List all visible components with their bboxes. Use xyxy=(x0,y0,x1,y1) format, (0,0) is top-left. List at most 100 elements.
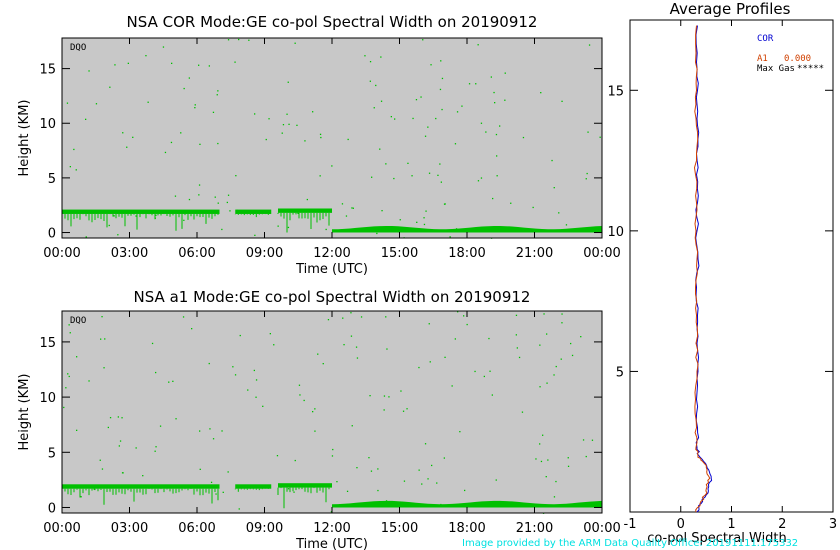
noise-dot xyxy=(451,385,453,387)
data-layer xyxy=(62,484,220,489)
data-layer xyxy=(278,483,332,488)
noise-dot xyxy=(555,365,557,368)
noise-dot xyxy=(488,337,490,340)
noise-dot xyxy=(369,395,371,397)
noise-dot xyxy=(282,124,285,126)
noise-dot xyxy=(175,418,177,420)
noise-dot xyxy=(380,56,382,58)
noise-dot xyxy=(539,386,541,388)
noise-dot xyxy=(135,215,137,217)
noise-dot xyxy=(227,471,229,473)
noise-dot xyxy=(364,55,366,57)
noise-dot xyxy=(588,44,591,46)
noise-dot xyxy=(221,430,223,432)
noise-dot xyxy=(375,84,377,87)
noise-dot xyxy=(380,100,383,102)
noise-dot xyxy=(430,64,432,66)
noise-dot xyxy=(599,136,601,138)
noise-dot xyxy=(108,224,110,227)
noise-dot xyxy=(407,162,409,164)
noise-dot xyxy=(535,458,537,460)
noise-dot xyxy=(480,122,483,124)
y-tick-label: 10 xyxy=(607,225,624,240)
noise-dot xyxy=(468,83,471,85)
x-tick-label: 00:00 xyxy=(583,521,620,536)
noise-dot xyxy=(343,344,345,346)
y-tick-label: 5 xyxy=(48,446,56,461)
noise-dot xyxy=(355,346,358,348)
noise-dot xyxy=(319,133,322,135)
noise-dot xyxy=(336,481,338,483)
noise-dot xyxy=(114,64,116,66)
noise-dot xyxy=(155,371,157,374)
noise-dot xyxy=(265,138,267,141)
noise-dot xyxy=(435,117,437,120)
noise-dot xyxy=(194,104,196,106)
profile-x-label: co-pol Spectral Width xyxy=(647,531,787,546)
noise-dot xyxy=(567,465,570,467)
noise-dot xyxy=(127,62,129,64)
noise-dot xyxy=(235,175,237,177)
noise-dot xyxy=(522,136,525,139)
noise-dot xyxy=(229,210,231,212)
dqo-tag: DQO xyxy=(70,43,86,53)
noise-dot xyxy=(428,323,430,325)
profile-line-a1 xyxy=(693,25,711,513)
noise-dot xyxy=(312,411,314,413)
x-tick-label: 0 xyxy=(677,517,685,532)
noise-dot xyxy=(325,228,327,231)
noise-dot xyxy=(480,177,483,179)
noise-dot xyxy=(496,155,498,157)
noise-dot xyxy=(388,396,390,398)
noise-dot xyxy=(296,124,298,126)
noise-dot xyxy=(381,210,383,212)
noise-dot xyxy=(424,443,427,445)
noise-dot xyxy=(312,111,314,113)
noise-dot xyxy=(297,212,299,214)
noise-dot xyxy=(540,92,542,94)
noise-dot xyxy=(234,61,236,63)
noise-dot xyxy=(351,207,353,209)
noise-dot xyxy=(402,410,405,412)
noise-dot xyxy=(239,334,241,337)
noise-dot xyxy=(210,481,213,483)
noise-dot xyxy=(121,417,123,419)
noise-dot xyxy=(515,314,518,316)
noise-dot xyxy=(93,488,95,490)
noise-dot xyxy=(580,336,582,338)
noise-dot xyxy=(145,55,147,57)
noise-dot xyxy=(454,338,456,340)
noise-dot xyxy=(331,165,333,167)
x-tick-label: 18:00 xyxy=(448,246,485,261)
noise-dot xyxy=(276,455,279,457)
noise-dot xyxy=(212,111,215,113)
noise-dot xyxy=(277,225,279,227)
noise-dot xyxy=(154,450,156,452)
x-tick-label: 15:00 xyxy=(381,246,418,261)
y-tick-label: 10 xyxy=(39,117,56,132)
noise-dot xyxy=(510,202,512,204)
noise-dot xyxy=(327,319,330,321)
noise-dot xyxy=(299,394,301,396)
noise-dot xyxy=(294,42,296,44)
noise-dot xyxy=(385,500,388,502)
noise-dot xyxy=(411,175,413,177)
noise-dot xyxy=(477,180,480,182)
noise-dot xyxy=(346,490,349,492)
noise-dot xyxy=(226,201,228,204)
x-tick-label: 12:00 xyxy=(313,246,350,261)
noise-dot xyxy=(440,181,442,183)
chart-title: NSA COR Mode:GE co-pol Spectral Width on… xyxy=(127,13,538,31)
noise-dot xyxy=(95,103,98,105)
x-tick-label: 06:00 xyxy=(178,246,215,261)
noise-dot xyxy=(443,457,445,459)
noise-dot xyxy=(475,83,477,85)
legend-maxgas-value: ***** xyxy=(797,64,824,74)
data-layer xyxy=(235,484,272,489)
noise-dot xyxy=(360,316,363,318)
noise-dot xyxy=(217,142,219,145)
noise-dot xyxy=(561,313,563,315)
noise-dot xyxy=(428,172,431,174)
noise-dot xyxy=(444,356,446,358)
